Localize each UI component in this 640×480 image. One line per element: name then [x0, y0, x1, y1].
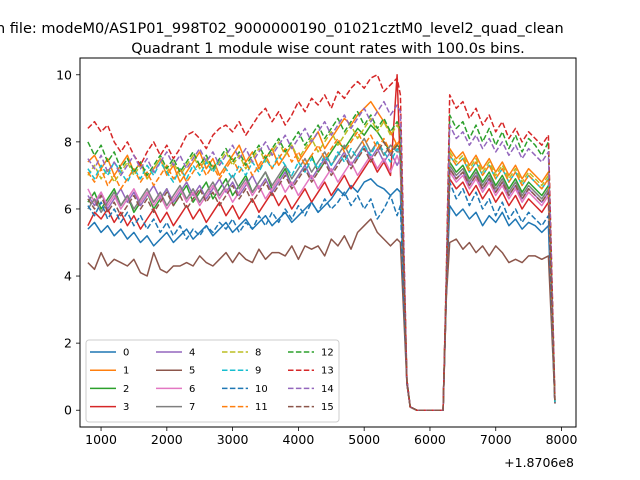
legend-label-10: 10 — [255, 384, 268, 395]
legend-label-13: 13 — [321, 366, 334, 377]
legend-box — [85, 339, 340, 423]
series-line-13 — [87, 74, 556, 411]
series-line-8 — [87, 117, 556, 411]
legend-label-9: 9 — [255, 366, 261, 377]
x-axis-ticks: 1000 2000 3000 4000 5000 6000 7000 8000 — [85, 427, 577, 447]
x-tick-label: 6000 — [414, 432, 446, 447]
legend-label-8: 8 — [255, 348, 261, 359]
x-tick-label: 3000 — [217, 432, 249, 447]
y-tick-label: 0 — [64, 403, 72, 418]
x-tick-label: 1000 — [85, 432, 117, 447]
legend-label-1: 1 — [123, 366, 129, 377]
x-offset-label: +1.8706e8 — [504, 455, 574, 470]
series-line-7 — [87, 137, 556, 411]
y-tick-label: 8 — [64, 134, 72, 149]
x-tick-label: 5000 — [348, 432, 380, 447]
series-line-12 — [87, 110, 556, 411]
legend-label-6: 6 — [189, 384, 195, 395]
series-line-14 — [87, 100, 556, 411]
y-tick-label: 4 — [64, 269, 72, 284]
y-tick-label: 10 — [56, 67, 72, 82]
y-axis-ticks: 0 2 4 6 8 10 — [56, 67, 80, 418]
legend-label-14: 14 — [321, 384, 334, 395]
x-tick-label: 4000 — [282, 432, 314, 447]
legend-label-7: 7 — [189, 402, 195, 413]
series-line-10 — [87, 181, 556, 411]
x-tick-label: 8000 — [546, 432, 578, 447]
legend-label-11: 11 — [255, 402, 268, 413]
legend-label-3: 3 — [123, 402, 129, 413]
x-tick-label: 2000 — [151, 432, 183, 447]
series-line-5 — [87, 218, 556, 411]
legend-label-4: 4 — [189, 348, 195, 359]
y-tick-label: 2 — [64, 336, 72, 351]
y-tick-label: 6 — [64, 201, 72, 216]
series-line-15 — [87, 141, 556, 411]
legend-label-5: 5 — [189, 366, 195, 377]
series-line-3 — [87, 74, 556, 411]
series-line-0 — [87, 178, 556, 411]
series-lines — [87, 74, 556, 411]
legend-label-0: 0 — [123, 348, 129, 359]
legend-label-2: 2 — [123, 384, 129, 395]
plot-frame — [79, 57, 577, 428]
chart-title: Quadrant 1 module wise count rates with … — [131, 41, 525, 57]
series-line-11 — [87, 131, 556, 411]
figure-suptitle: n file: modeM0/AS1P01_998T02_9000000190_… — [0, 21, 564, 37]
series-line-6 — [87, 154, 556, 411]
x-tick-label: 7000 — [480, 432, 512, 447]
legend-label-12: 12 — [321, 348, 334, 359]
legend-label-15: 15 — [321, 402, 334, 413]
